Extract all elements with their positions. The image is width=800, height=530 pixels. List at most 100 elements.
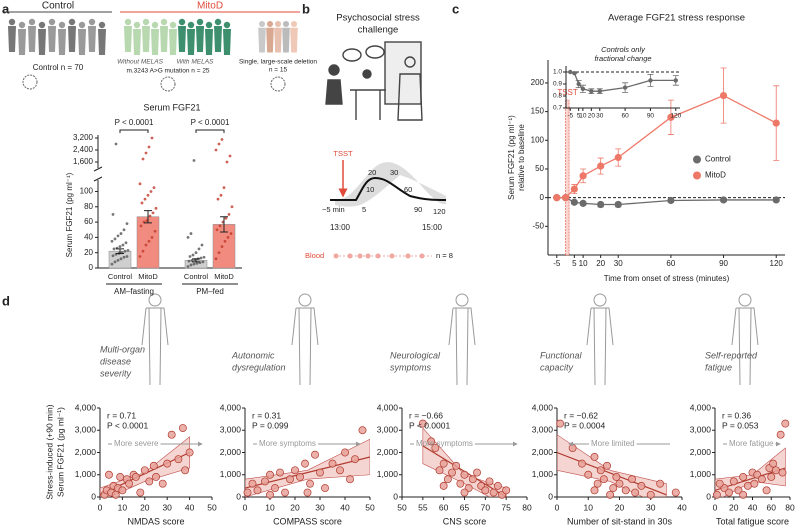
body-icon-head [298,293,312,307]
data-point [606,490,615,499]
y-tick-label: 4,000 [532,402,554,412]
data-point [230,205,234,209]
data-point [435,466,444,475]
x-tick-label: 20 [615,502,625,512]
y-tick-label: 2,000 [220,447,242,457]
correlation: r = −0.66 [409,410,443,420]
time-label: 15:00 [422,223,443,232]
person-body [196,26,204,52]
x-tick-label: 60 [666,259,675,268]
person-body [58,29,66,55]
person-body [78,29,86,55]
blood-draw [333,253,339,259]
time-label: 10 [366,185,374,194]
panel-label: d [2,293,10,308]
data-point [136,488,145,497]
data-point [473,468,481,477]
data-point [628,475,636,484]
y-tick-label: 2,000 [532,447,554,457]
y-tick-label: 0 [540,193,545,202]
person-body [88,26,96,52]
confidence-band [557,434,667,497]
caption: Functional [540,350,583,360]
data-point [125,479,134,488]
cohort-label: n = 15 [269,67,288,74]
data-point [578,459,586,468]
x-axis-title: COMPASS score [273,516,342,526]
data-point [553,194,561,202]
data-point [776,430,785,439]
data-point [276,468,284,477]
data-point [485,477,494,486]
data-point [158,479,167,488]
data-point [131,473,140,481]
body-icon [586,307,614,386]
data-point [126,249,130,252]
data-point [468,475,477,484]
y-tick-label: 150 [531,107,545,116]
data-point [174,455,183,464]
cohort-label: Single, large-scale deletion [239,59,317,66]
data-point [597,162,605,170]
person-body [187,29,195,55]
data-point [192,262,196,266]
y-tick-label: 60 [84,217,93,226]
person-body [98,29,106,55]
x-tick-label: -5 [567,113,573,120]
x-tick-label: 30 [596,113,604,120]
group-label: PM–fed [196,287,224,296]
x-tick-label: 40 [748,502,758,512]
error-bar [220,216,228,233]
data-point [217,142,221,146]
chart-title: Average FGF21 stress response [608,13,745,24]
data-point [222,186,226,190]
y-tick-label: 0 [548,491,553,501]
blood-draw [419,253,425,259]
data-point [113,237,117,241]
person-body [178,26,186,52]
diagram-title: challenge [358,25,399,36]
cohort-label: m.3243 A>G mutation n = 25 [126,68,209,75]
person-body [266,27,274,53]
person-head [258,20,266,28]
data-point [750,479,759,488]
y-tick-label: 2,000 [377,447,399,457]
person-body [325,79,343,105]
data-point [311,450,319,459]
cohort-header: Control [42,1,74,12]
data-point [590,453,599,461]
y-axis-title: Stress-induced (+90 min) [44,404,54,499]
blood-draw [365,253,371,259]
data-point [303,488,312,497]
group-label: AM–fasting [114,287,154,296]
y-tick-label: 4,000 [377,402,399,412]
data-point [217,251,221,255]
significance-bracket [195,129,225,133]
data-point [621,486,630,495]
data-point [743,481,752,490]
p-value: P < 0.0001 [191,118,230,127]
x-tick-label: 120 [670,113,681,120]
series-line [556,196,777,206]
time-label: 5 [362,205,366,214]
data-point [336,466,344,475]
x-tick-label: 50 [397,502,407,512]
x-tick-label: 60 [621,113,629,120]
data-point [122,228,126,232]
data-point [219,193,223,197]
data-point [186,265,190,268]
data-point [599,475,608,484]
significance-bracket [119,129,149,133]
event-label: TSST [333,149,353,158]
data-point [719,91,728,100]
data-point [502,486,511,495]
panel-label: a [2,1,10,16]
x-tick-label: 20 [588,113,596,120]
data-point [589,89,594,94]
data-point [113,260,117,264]
y-tick-label: 4,000 [220,402,242,412]
p-value: P = 0.099 [252,420,289,430]
data-point [189,232,193,235]
person-body [160,26,168,52]
